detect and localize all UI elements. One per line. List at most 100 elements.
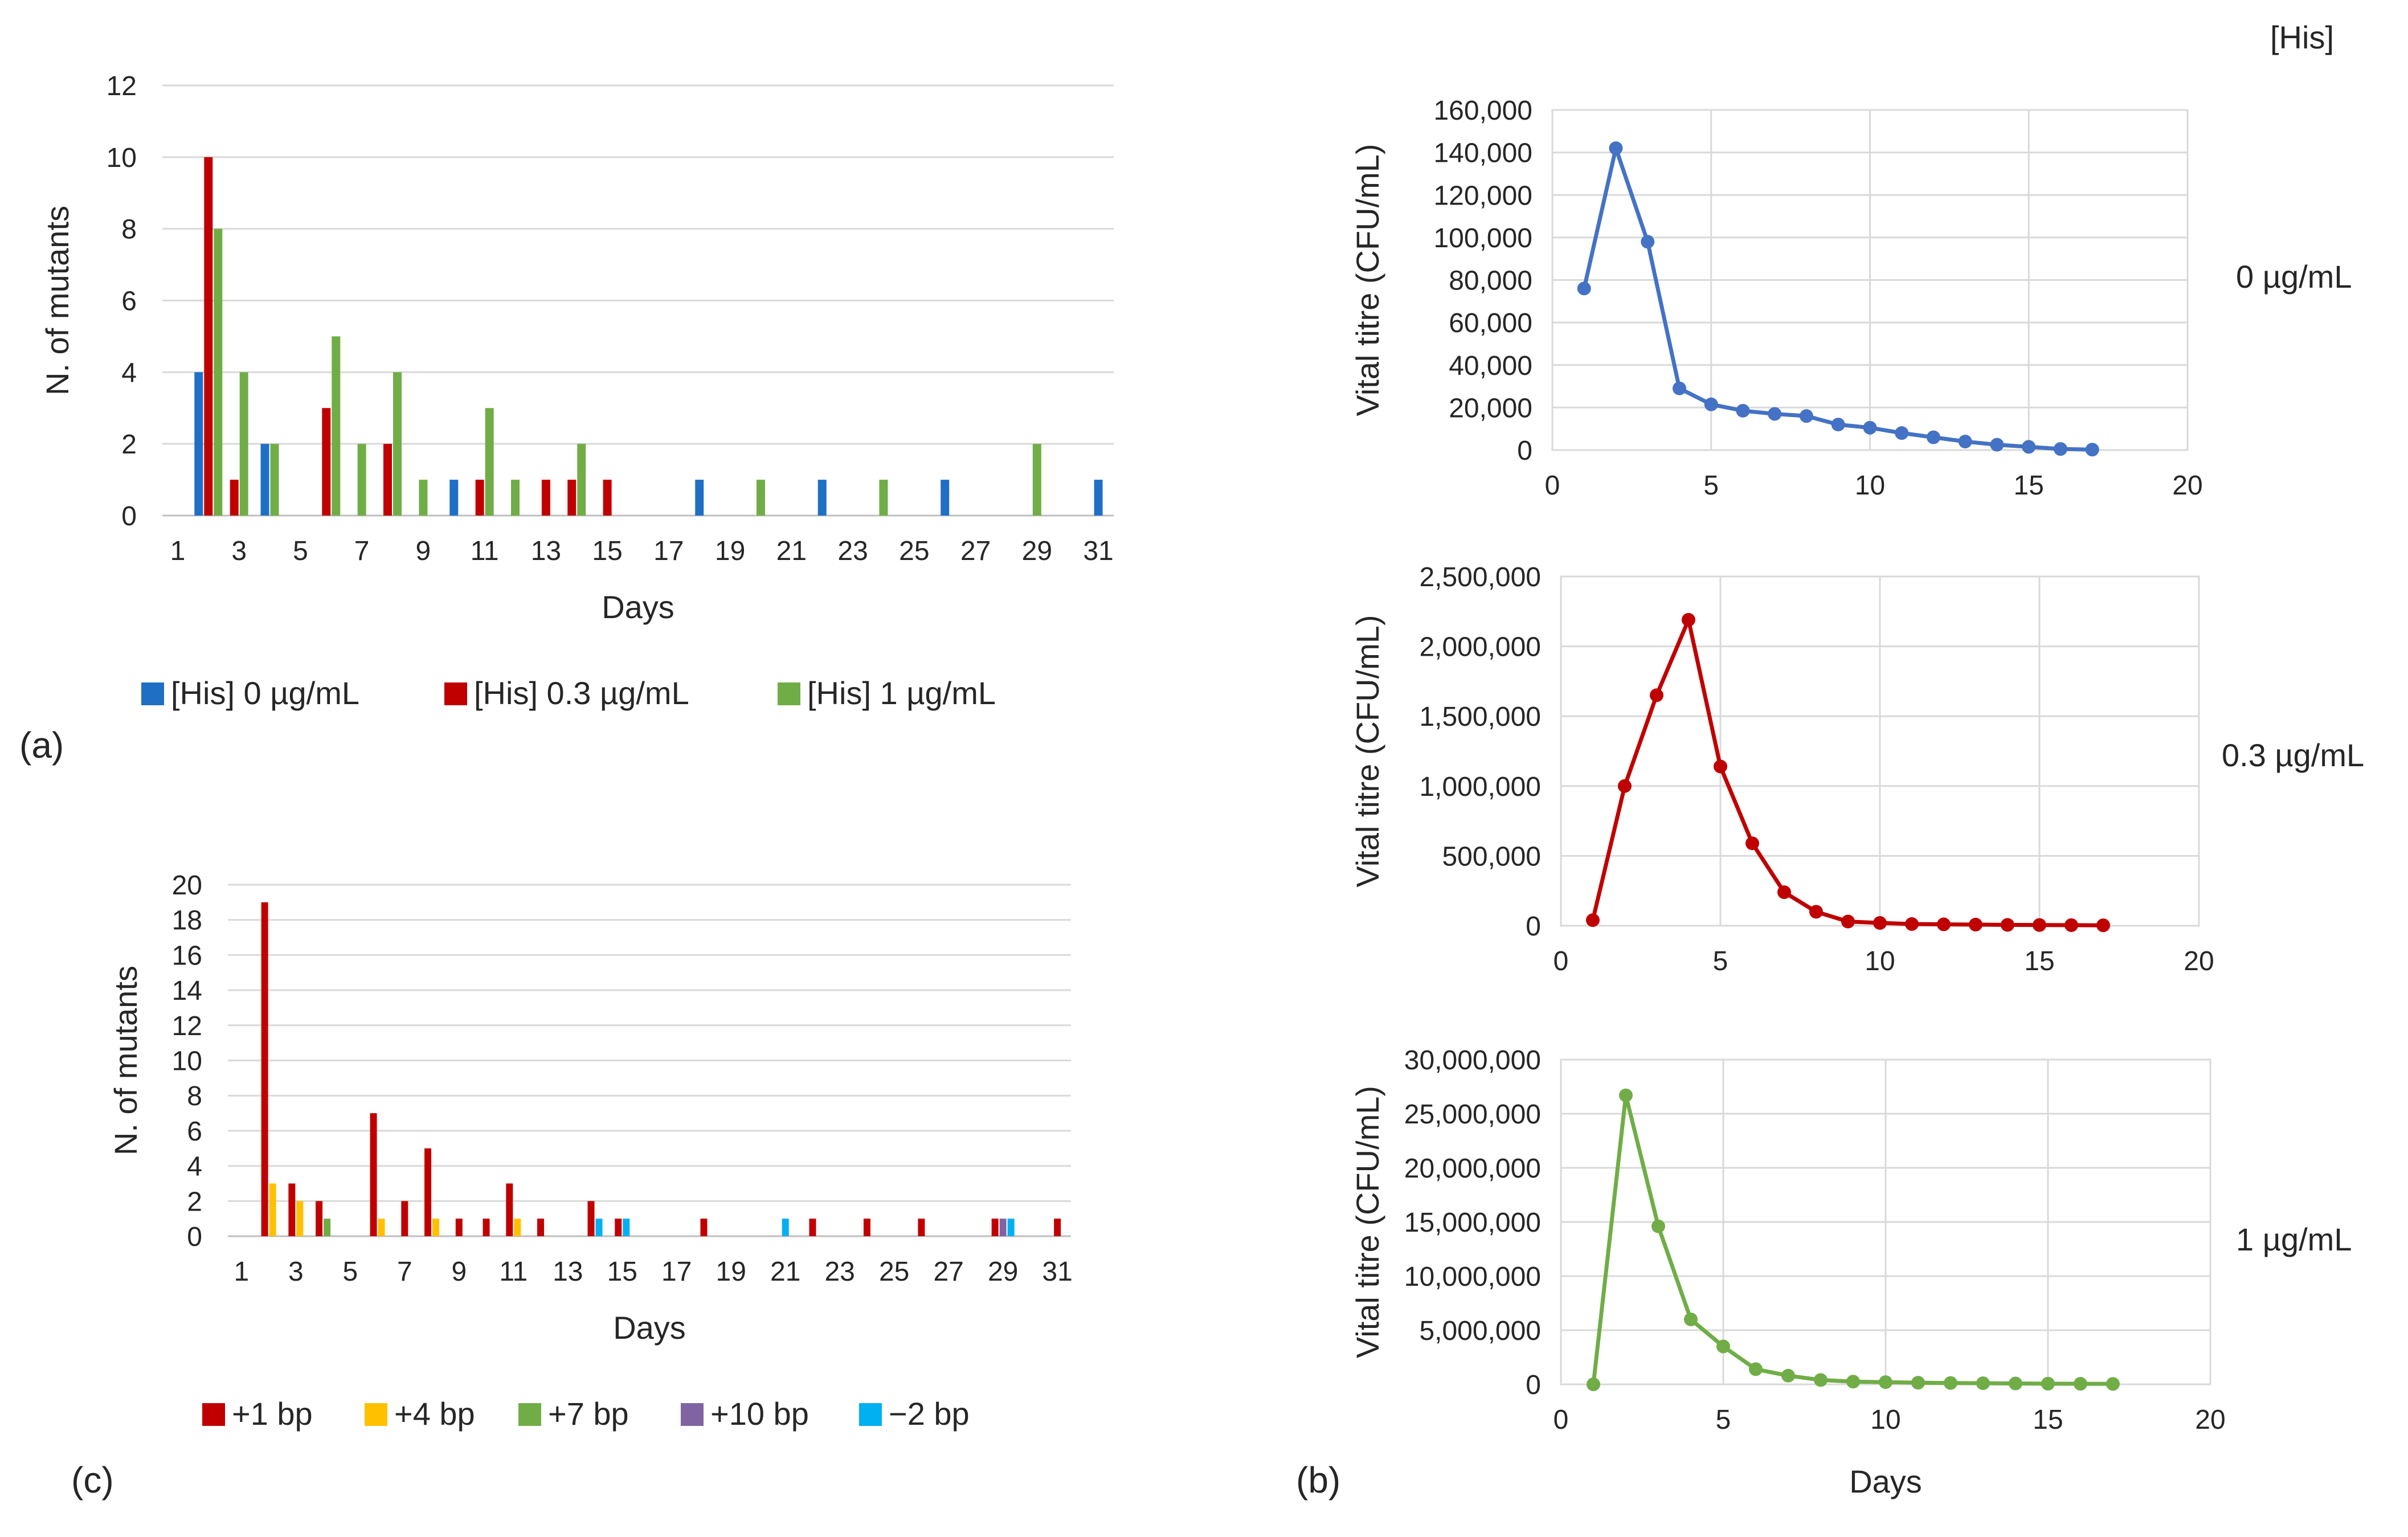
data-point-b1-13 [1958, 435, 1972, 449]
data-point-b3-9 [1846, 1375, 1860, 1389]
x-tick-label: 15 [2033, 1405, 2063, 1435]
y-tick-label: 0 [121, 501, 137, 532]
data-point-b1-3 [1641, 235, 1655, 249]
bar-a-series-2-day-3 [239, 372, 248, 516]
x-tick-label: 0 [1545, 471, 1560, 501]
legend-label-c-3: +10 bp [710, 1396, 809, 1432]
data-point-b1-6 [1736, 403, 1750, 418]
y-tick-label: 100,000 [1433, 223, 1532, 254]
legend-label-c-2: +7 bp [548, 1396, 629, 1432]
data-point-b2-1 [1586, 913, 1600, 927]
x-tick-label: 20 [2172, 471, 2202, 501]
data-point-b3-12 [1944, 1376, 1957, 1390]
panel-b-corner-label: [His] [2270, 19, 2334, 55]
x-tick-label: 29 [988, 1257, 1018, 1287]
data-point-b3-3 [1651, 1219, 1665, 1233]
y-tick-label: 1,500,000 [1419, 702, 1541, 732]
bar-c-series-0-day-18 [700, 1219, 708, 1236]
y-tick-label: 6 [187, 1117, 202, 1147]
bar-a-series-2-day-20 [756, 480, 765, 516]
bar-c-series-0-day-14 [587, 1201, 595, 1236]
data-point-b1-4 [1673, 381, 1686, 395]
x-tick-label: 13 [531, 536, 561, 566]
y-tick-label: 8 [187, 1081, 202, 1111]
data-point-b3-8 [1814, 1373, 1828, 1387]
bar-c-series-0-day-8 [424, 1148, 432, 1236]
bar-c-series-0-day-29 [991, 1219, 999, 1236]
x-tick-label: 5 [1716, 1405, 1731, 1435]
x-tick-label: 7 [354, 536, 370, 566]
data-point-b1-17 [2085, 443, 2099, 457]
bar-a-series-1-day-6 [322, 408, 331, 516]
x-tick-label: 10 [1870, 1405, 1900, 1435]
data-point-b1-8 [1800, 409, 1813, 423]
x-tick-label: 23 [837, 536, 868, 566]
data-point-b1-11 [1895, 426, 1909, 440]
x-tick-label: 0 [1553, 946, 1569, 976]
y-tick-label: 160,000 [1433, 96, 1532, 126]
x-tick-label: 15 [2014, 471, 2044, 501]
data-point-b3-15 [2041, 1376, 2055, 1391]
bar-c-series-0-day-26 [918, 1219, 925, 1236]
y-tick-label: 120,000 [1433, 181, 1532, 211]
bar-c-series-0-day-10 [483, 1219, 490, 1236]
series-line-b2 [1591, 618, 2104, 927]
y-tick-label: 0 [187, 1222, 202, 1252]
bar-a-series-0-day-31 [1094, 480, 1103, 516]
legend-swatch-c-2 [518, 1403, 541, 1426]
x-tick-label: 10 [1865, 946, 1895, 976]
bar-a-series-1-day-3 [230, 480, 239, 516]
x-tick-label: 0 [1553, 1405, 1569, 1435]
x-tick-label: 7 [397, 1257, 412, 1287]
y-tick-label: 80,000 [1449, 266, 1532, 296]
data-point-b3-6 [1749, 1362, 1763, 1376]
data-point-b1-2 [1609, 141, 1623, 156]
data-point-b2-10 [1873, 916, 1887, 930]
y-axis-title: N. of mutants [108, 966, 144, 1155]
data-point-b2-13 [1969, 918, 1982, 932]
bar-c-series-0-day-9 [455, 1219, 463, 1236]
legend-label-a-2: [His] 1 µg/mL [807, 675, 996, 711]
bar-c-series-0-day-12 [537, 1219, 545, 1236]
y-tick-label: 14 [172, 976, 202, 1006]
bar-c-series-2-day-4 [324, 1219, 331, 1236]
y-tick-label: 5,000,000 [1419, 1316, 1541, 1346]
x-axis-title: Days [613, 1310, 686, 1346]
bar-a-series-1-day-13 [541, 480, 550, 516]
legend-swatch-c-4 [859, 1403, 882, 1426]
y-tick-label: 12 [172, 1011, 202, 1041]
bar-a-series-2-day-4 [270, 444, 279, 516]
legend-swatch-c-0 [202, 1403, 225, 1426]
data-point-b2-3 [1650, 688, 1663, 702]
chart-b2-titre-0-3: 0 500,000 1,000,000 1,500,000 2,000,000 2,500… [1350, 562, 2364, 976]
data-point-b2-15 [2033, 918, 2046, 932]
bar-c-series-0-day-11 [506, 1183, 513, 1236]
data-point-b3-11 [1911, 1376, 1925, 1390]
x-tick-label: 5 [293, 536, 308, 566]
x-axis-title: Days [602, 589, 674, 625]
x-tick-label: 31 [1083, 536, 1113, 566]
data-point-b1-16 [2054, 442, 2067, 456]
x-tick-label: 9 [416, 536, 431, 566]
data-point-b1-5 [1704, 397, 1718, 411]
y-tick-label: 2 [187, 1187, 202, 1217]
bar-a-series-1-day-11 [475, 480, 484, 516]
data-point-b1-12 [1927, 430, 1940, 444]
legend-label-c-0: +1 bp [232, 1396, 313, 1432]
bar-c-series-1-day-6 [378, 1219, 385, 1236]
x-tick-label: 21 [770, 1257, 800, 1287]
data-point-b3-10 [1879, 1375, 1892, 1389]
data-point-b1-9 [1831, 418, 1845, 432]
data-point-b1-14 [1990, 438, 2004, 452]
panel-a-label: (a) [19, 725, 64, 766]
data-point-b2-8 [1809, 905, 1823, 919]
x-tick-label: 27 [933, 1257, 963, 1287]
bar-c-series-0-day-2 [261, 902, 268, 1236]
x-tick-label: 19 [716, 1257, 746, 1287]
x-tick-label: 11 [499, 1257, 528, 1287]
bar-a-series-2-day-24 [879, 480, 888, 516]
legend-swatch-c-1 [365, 1403, 387, 1426]
data-point-b3-16 [2074, 1377, 2087, 1391]
